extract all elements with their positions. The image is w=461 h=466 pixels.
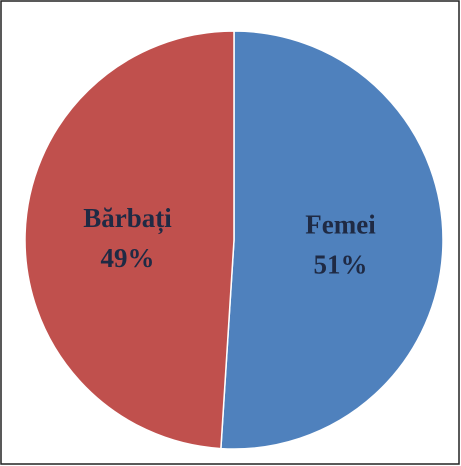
pie-slice [220,30,444,450]
value-label: 51% [314,250,368,280]
slice-label: Bărbați [83,203,172,234]
pie-slice [24,30,235,450]
slice-label: Femei [305,210,376,240]
value-label: 49% [100,243,154,273]
